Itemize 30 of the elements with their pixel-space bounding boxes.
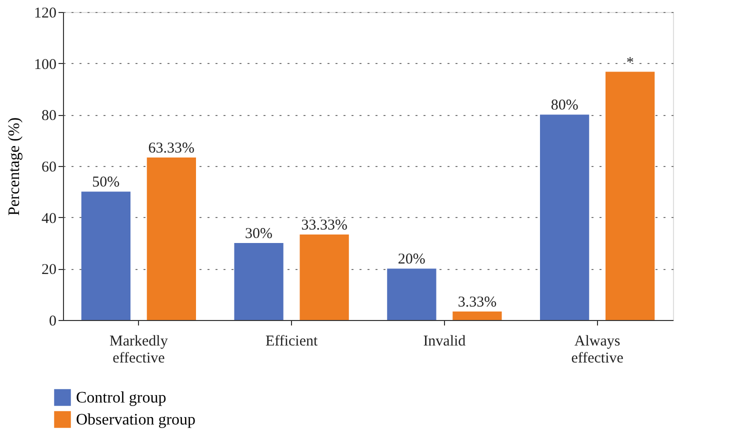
data-label: * — [626, 54, 634, 71]
y-tick-label: 80 — [42, 108, 56, 124]
data-label: 30% — [245, 226, 273, 242]
x-tick-label: Always effective — [571, 334, 624, 366]
x-tick-label: Invalid — [423, 334, 466, 350]
data-label: 50% — [92, 174, 120, 191]
y-tick-label: 0 — [49, 314, 56, 330]
legend-label: Control group — [76, 390, 166, 406]
y-tick-label: 120 — [34, 6, 56, 22]
bar — [387, 268, 436, 320]
bar — [452, 311, 502, 320]
x-tick-label: Markedly effective — [110, 334, 168, 366]
bar — [606, 72, 655, 320]
bar — [540, 114, 590, 320]
data-label: 63.33% — [148, 140, 195, 156]
y-tick-label: 40 — [42, 210, 56, 227]
data-label: 33.33% — [301, 217, 348, 234]
y-tick-label: 60 — [42, 160, 56, 176]
bar — [146, 157, 196, 320]
x-tick-label: Efficient — [265, 334, 318, 350]
y-tick-label: 100 — [34, 56, 56, 73]
bar — [234, 243, 284, 320]
bar — [300, 234, 349, 320]
legend-label: Observation group — [76, 412, 196, 428]
bar — [81, 192, 130, 320]
data-label: 3.33% — [458, 294, 497, 310]
y-tick-label: 20 — [42, 262, 56, 278]
data-label: 80% — [550, 98, 578, 114]
data-label: 20% — [398, 252, 426, 268]
y-axis-title: Percentage (%) — [6, 117, 23, 216]
